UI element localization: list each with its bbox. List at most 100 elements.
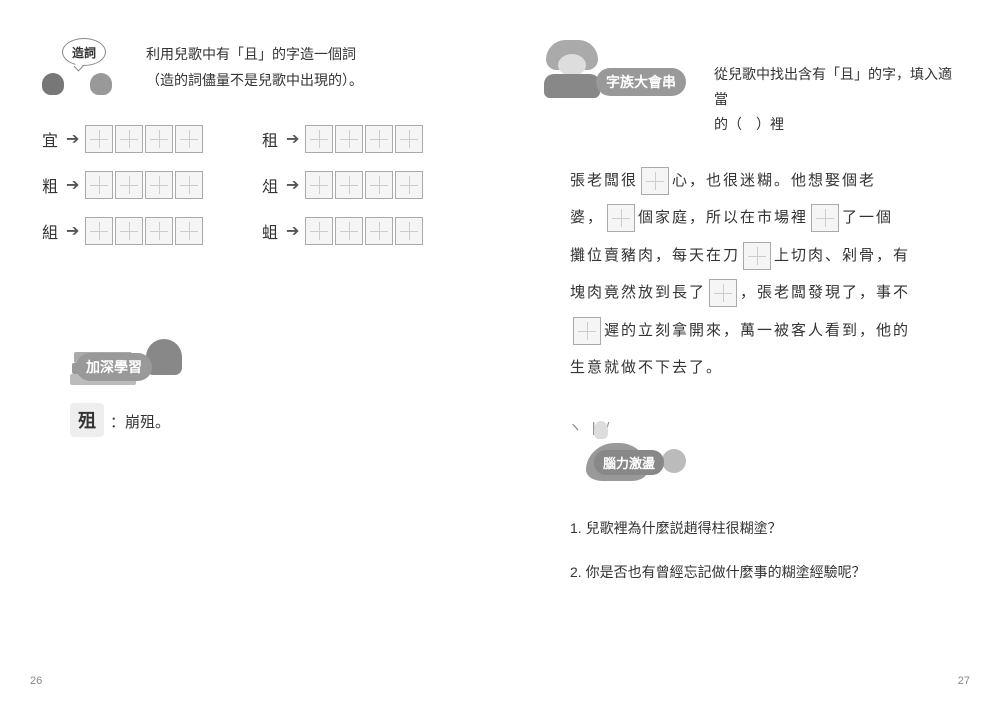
char-box[interactable]: [305, 125, 333, 153]
answer-boxes: [305, 171, 423, 199]
page-left: 造詞 利用兒歌中有「且」的字造一個詞 （造的詞儘量不是兒歌中出現的）。 宜➔租➔…: [0, 0, 500, 707]
char-box[interactable]: [145, 217, 173, 245]
reading-books-icon: 加深學習: [70, 315, 200, 385]
answer-boxes: [85, 171, 203, 199]
char-label: 粗: [40, 173, 60, 197]
answer-boxes: [85, 217, 203, 245]
passage-text: 攤位賣豬肉，每天在刀: [570, 247, 740, 264]
fill-box[interactable]: [743, 242, 771, 270]
char-box[interactable]: [365, 171, 393, 199]
intro-line: 的（ ）裡: [714, 112, 960, 137]
family-section-head: 字族大會串 從兒歌中找出含有「且」的字，填入適當 的（ ）裡: [540, 40, 960, 138]
word-row: 租➔: [260, 125, 460, 153]
family-intro: 從兒歌中找出含有「且」的字，填入適當 的（ ）裡: [714, 62, 960, 138]
char-box[interactable]: [365, 217, 393, 245]
intro-line: （造的詞儘量不是兒歌中出現的）。: [146, 68, 363, 93]
char-box[interactable]: [85, 217, 113, 245]
char-box[interactable]: [115, 125, 143, 153]
passage-text: 個家庭，所以在市場裡: [638, 209, 808, 226]
char-box[interactable]: [145, 125, 173, 153]
word-rows-grid: 宜➔租➔粗➔俎➔組➔蛆➔: [40, 125, 460, 245]
passage-line: 攤位賣豬肉，每天在刀 上切肉、剁骨，有: [570, 237, 960, 275]
family-badge: 字族大會串: [596, 68, 686, 96]
lightbulb-icon: [594, 421, 608, 439]
fill-box[interactable]: [607, 204, 635, 232]
passage-line: 塊肉竟然放到長了，張老闆發現了，事不: [570, 274, 960, 312]
passage-line: 婆， 個家庭，所以在市場裡 了一個: [570, 199, 960, 237]
char-label: 組: [40, 219, 60, 243]
char-box[interactable]: [305, 217, 333, 245]
deepen-definition: 殂 ：崩殂。: [70, 403, 460, 437]
char-label: 俎: [260, 173, 280, 197]
char-box[interactable]: [365, 125, 393, 153]
intro-line: 從兒歌中找出含有「且」的字，填入適當: [714, 62, 960, 112]
passage-text: 婆，: [570, 209, 604, 226]
passage-text: 了一個: [842, 209, 893, 226]
speech-bubble: 造詞: [62, 38, 106, 66]
question-item: 1. 兒歌裡為什麼説趙得柱很糊塗？: [570, 517, 960, 539]
answer-boxes: [85, 125, 203, 153]
fill-box[interactable]: [641, 167, 669, 195]
char-label: 宜: [40, 127, 60, 151]
make-word-intro: 利用兒歌中有「且」的字造一個詞 （造的詞儘量不是兒歌中出現的）。: [146, 42, 363, 92]
passage-text: ，張老闆發現了，事不: [740, 284, 910, 301]
passage-line: 生意就做不下去了。: [570, 349, 960, 387]
deepen-char: 殂: [70, 403, 104, 437]
arrow-icon: ➔: [286, 175, 299, 195]
char-box[interactable]: [175, 217, 203, 245]
word-row: 粗➔: [40, 171, 240, 199]
person-icon: [90, 73, 112, 95]
make-word-badge-text: 造詞: [72, 44, 96, 61]
char-box[interactable]: [175, 125, 203, 153]
passage-text: 生意就做不下去了。: [570, 359, 723, 376]
brainstorm-section: ヽ | / 腦力激盪 1. 兒歌裡為什麼説趙得柱很糊塗？ 2. 你是否也有曾經忘…: [540, 417, 960, 584]
char-box[interactable]: [85, 125, 113, 153]
char-box[interactable]: [335, 125, 363, 153]
char-box[interactable]: [305, 171, 333, 199]
question-list: 1. 兒歌裡為什麼説趙得柱很糊塗？ 2. 你是否也有曾經忘記做什麼事的糊塗經驗呢…: [570, 517, 960, 584]
char-box[interactable]: [115, 171, 143, 199]
char-box[interactable]: [145, 171, 173, 199]
char-box[interactable]: [395, 217, 423, 245]
page-number: 27: [958, 675, 970, 687]
char-box[interactable]: [335, 217, 363, 245]
char-box[interactable]: [175, 171, 203, 199]
turtle-idea-icon: ヽ | / 腦力激盪: [560, 417, 700, 487]
fill-box[interactable]: [709, 279, 737, 307]
char-box[interactable]: [395, 171, 423, 199]
fill-box[interactable]: [811, 204, 839, 232]
word-row: 宜➔: [40, 125, 240, 153]
deepen-def-text: ：崩殂。: [110, 414, 170, 431]
fill-box[interactable]: [573, 317, 601, 345]
passage-text: 上切肉、剁骨，有: [774, 247, 910, 264]
passage-line: 遲的立刻拿開來，萬一被客人看到，他的: [570, 312, 960, 350]
word-row: 組➔: [40, 217, 240, 245]
intro-line: 利用兒歌中有「且」的字造一個詞: [146, 42, 363, 67]
char-box[interactable]: [335, 171, 363, 199]
make-word-section-head: 造詞 利用兒歌中有「且」的字造一個詞 （造的詞儘量不是兒歌中出現的）。: [40, 40, 460, 95]
people-talking-icon: 造詞: [40, 40, 130, 95]
arrow-icon: ➔: [66, 221, 79, 241]
char-box[interactable]: [115, 217, 143, 245]
passage-text: 張老闆很: [570, 172, 638, 189]
char-label: 租: [260, 127, 280, 151]
answer-boxes: [305, 217, 423, 245]
arrow-icon: ➔: [66, 129, 79, 149]
arrow-icon: ➔: [66, 175, 79, 195]
char-box[interactable]: [85, 171, 113, 199]
arrow-icon: ➔: [286, 221, 299, 241]
char-box[interactable]: [395, 125, 423, 153]
word-row: 俎➔: [260, 171, 460, 199]
passage-text: 心，也很迷糊。他想娶個老: [672, 172, 876, 189]
brainstorm-badge: 腦力激盪: [594, 450, 664, 475]
person-icon: [42, 73, 64, 95]
deepen-badge: 加深學習: [76, 353, 152, 381]
page-number: 26: [30, 675, 42, 687]
passage-line: 張老闆很 心，也很迷糊。他想娶個老: [570, 162, 960, 200]
char-label: 蛆: [260, 219, 280, 243]
page-right: 字族大會串 從兒歌中找出含有「且」的字，填入適當 的（ ）裡 張老闆很 心，也很迷…: [500, 0, 1000, 707]
word-row: 蛆➔: [260, 217, 460, 245]
passage-text: 遲的立刻拿開來，萬一被客人看到，他的: [604, 322, 910, 339]
arrow-icon: ➔: [286, 129, 299, 149]
judge-icon: [540, 40, 604, 98]
